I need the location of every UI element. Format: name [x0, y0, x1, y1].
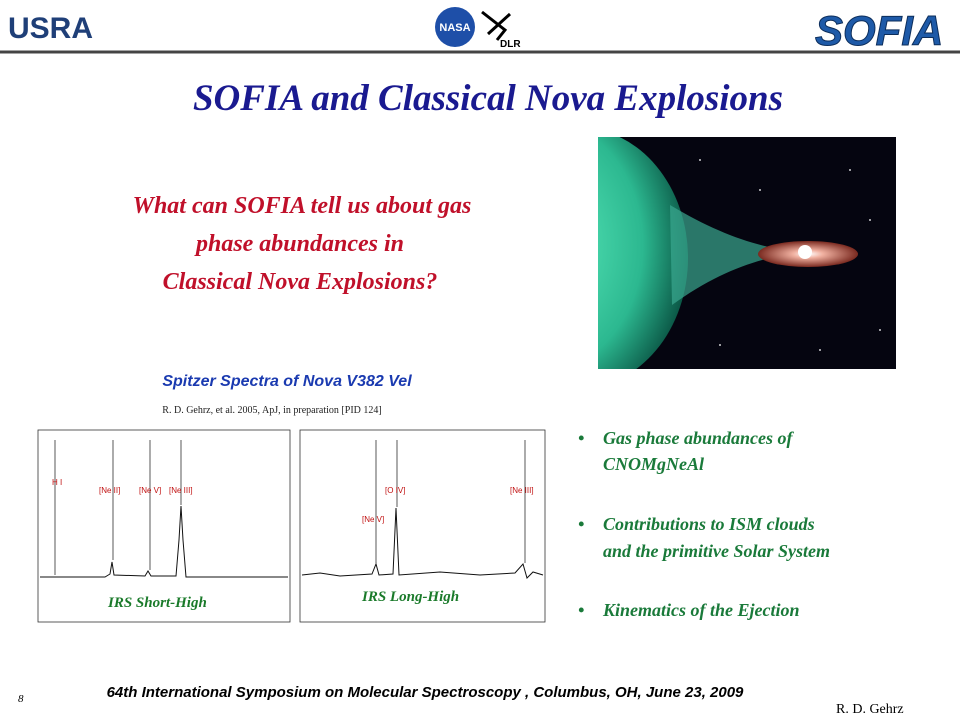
- logo-usra: USRA: [8, 12, 93, 45]
- figure-citation: R. D. Gehrz, et al. 2005, ApJ, in prepar…: [162, 405, 381, 416]
- logo-dlr: DLR: [500, 39, 521, 50]
- line-label: [Ne V]: [362, 515, 384, 524]
- line-label: [Ne V]: [139, 486, 161, 495]
- nova-illustration: [598, 137, 896, 369]
- bullet-text: Gas phase abundances of: [603, 428, 795, 448]
- line-label: [Ne III]: [169, 486, 193, 495]
- bullet-text: CNOMgNeAl: [603, 454, 704, 474]
- line-label: H I: [52, 478, 62, 487]
- logo-sofia: SOFIA: [815, 7, 943, 54]
- question-line: phase abundances in: [194, 231, 404, 257]
- logo-nasa: NASA: [439, 22, 470, 34]
- question-line: What can SOFIA tell us about gas: [133, 193, 472, 219]
- logo-dlr-mark: [481, 10, 512, 41]
- panel-label: IRS Short-High: [107, 595, 207, 611]
- bullet-text: Kinematics of the Ejection: [602, 600, 800, 620]
- question-line: Classical Nova Explosions?: [163, 269, 438, 295]
- footer-author: R. D. Gehrz: [836, 702, 904, 717]
- figure-title: Spitzer Spectra of Nova V382 Vel: [162, 373, 412, 390]
- footer-event: 64th International Symposium on Molecula…: [107, 684, 744, 701]
- logo-nasa-circle: [435, 7, 475, 47]
- page-number: 8: [18, 693, 24, 705]
- slide-title: SOFIA and Classical Nova Explosions: [193, 78, 783, 119]
- bullet-list: • Gas phase abundances of CNOMgNeAl • Co…: [578, 428, 830, 620]
- panel-label: IRS Long-High: [361, 589, 459, 605]
- bullet-marker: •: [578, 600, 584, 620]
- line-label: [Ne III]: [510, 486, 534, 495]
- header-bar: [0, 0, 960, 52]
- bullet-text: and the primitive Solar System: [603, 541, 830, 561]
- spectrum-panel: H I [Ne II] [Ne V] [Ne III] IRS Short-Hi…: [37, 429, 291, 623]
- bullet-marker: •: [578, 514, 584, 534]
- line-label: [Ne II]: [99, 486, 120, 495]
- bullet-text: Contributions to ISM clouds: [603, 514, 815, 534]
- line-label: [O IV]: [385, 486, 405, 495]
- bullet-marker: •: [578, 428, 584, 448]
- question: What can SOFIA tell us about gas phase a…: [133, 193, 472, 295]
- spectrum-panel: [Ne V] [O IV] [Ne III] IRS Long-High: [299, 429, 546, 623]
